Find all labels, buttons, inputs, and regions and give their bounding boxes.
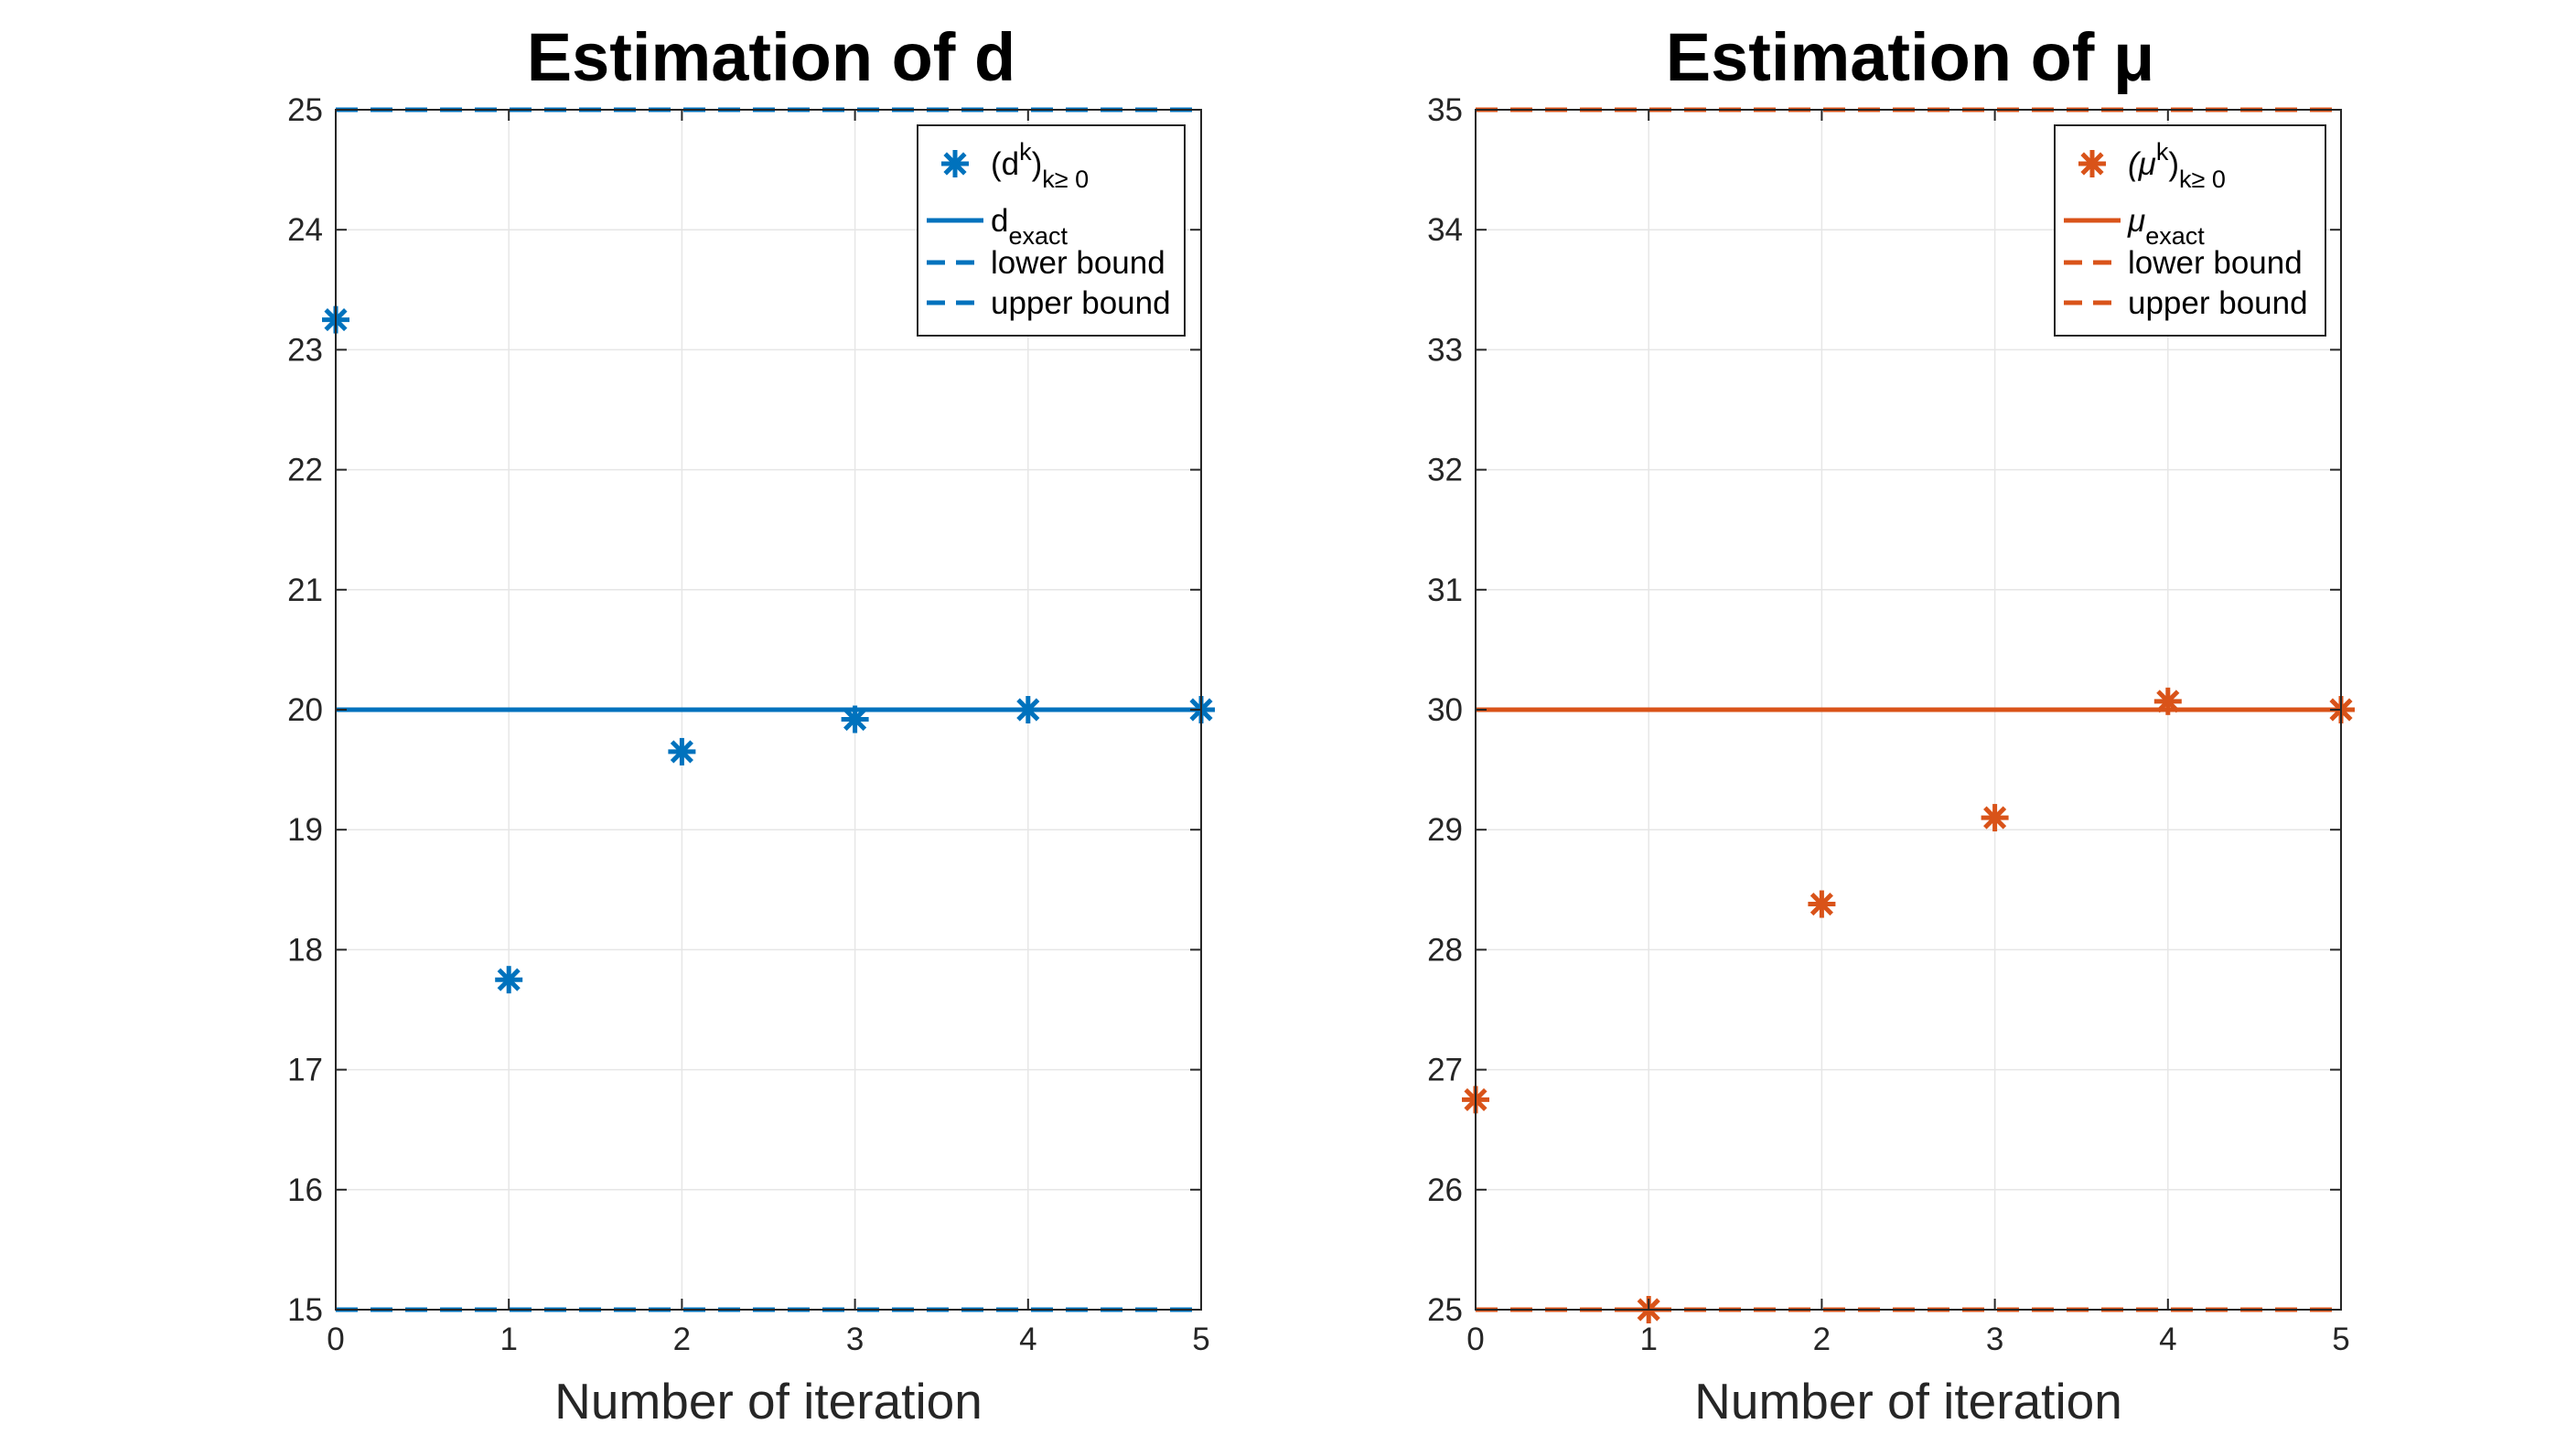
- chart-title: Estimation of d: [527, 19, 1015, 95]
- y-tick-label: 31: [1427, 573, 1463, 608]
- x-tick-label: 5: [1192, 1322, 1209, 1357]
- legend-entry: (dk)k≥ 0: [991, 138, 1089, 193]
- legend-entry: upper bound: [991, 285, 1171, 321]
- legend-entry: dexact: [991, 203, 1069, 250]
- data-point: [2153, 687, 2182, 715]
- y-tick-label: 20: [287, 692, 323, 728]
- x-axis-label: Number of iteration: [554, 1373, 983, 1429]
- x-tick-label: 2: [673, 1322, 691, 1357]
- x-tick-label: 4: [1019, 1322, 1036, 1357]
- y-tick-label: 27: [1427, 1053, 1463, 1088]
- y-tick-label: 25: [287, 92, 323, 128]
- y-tick-label: 16: [287, 1172, 323, 1208]
- y-tick-label: 21: [287, 573, 323, 608]
- y-tick-label: 24: [287, 212, 323, 248]
- y-tick-label: 19: [287, 812, 323, 848]
- x-tick-label: 1: [499, 1322, 517, 1357]
- legend-marker: [941, 150, 969, 177]
- data-point: [1981, 804, 2009, 832]
- data-point: [841, 705, 869, 733]
- x-tick-label: 3: [1986, 1322, 2003, 1357]
- x-tick-label: 4: [2159, 1322, 2176, 1357]
- x-tick-label: 2: [1813, 1322, 1831, 1357]
- y-tick-label: 30: [1427, 692, 1463, 728]
- y-tick-label: 33: [1427, 332, 1463, 368]
- chart-title: Estimation of μ: [1666, 19, 2155, 95]
- y-tick-label: 35: [1427, 92, 1463, 128]
- y-tick-label: 32: [1427, 453, 1463, 488]
- y-tick-label: 29: [1427, 812, 1463, 848]
- legend-entry: lower bound: [2128, 245, 2303, 281]
- data-point: [668, 737, 696, 765]
- x-tick-label: 3: [846, 1322, 864, 1357]
- x-tick-label: 0: [327, 1322, 344, 1357]
- legend-entry: upper bound: [2128, 285, 2308, 321]
- x-tick-label: 1: [1639, 1322, 1657, 1357]
- data-point: [495, 966, 523, 994]
- legend-entry: lower bound: [991, 245, 1165, 281]
- y-tick-label: 22: [287, 453, 323, 488]
- y-tick-label: 25: [1427, 1292, 1463, 1328]
- legend-marker: [2078, 150, 2106, 177]
- x-axis-label: Number of iteration: [1694, 1373, 2122, 1429]
- legend-entry: μexact: [2127, 203, 2205, 250]
- y-tick-label: 34: [1427, 212, 1463, 248]
- y-tick-label: 15: [287, 1292, 323, 1328]
- y-tick-label: 23: [287, 332, 323, 368]
- y-tick-label: 28: [1427, 932, 1463, 968]
- y-tick-label: 26: [1427, 1172, 1463, 1208]
- x-tick-label: 5: [2332, 1322, 2349, 1357]
- x-tick-label: 0: [1466, 1322, 1484, 1357]
- y-tick-label: 18: [287, 932, 323, 968]
- data-point: [1014, 696, 1042, 723]
- legend-entry: (μk)k≥ 0: [2128, 138, 2226, 193]
- data-point: [1808, 890, 1836, 918]
- y-tick-label: 17: [287, 1053, 323, 1088]
